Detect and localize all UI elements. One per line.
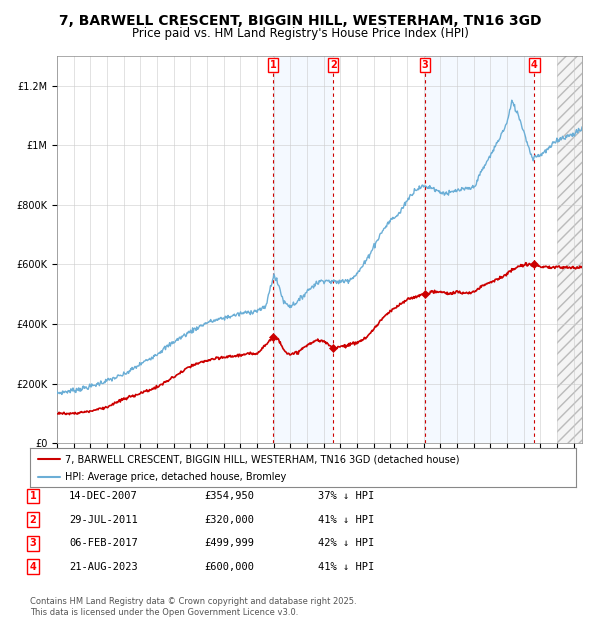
Text: 7, BARWELL CRESCENT, BIGGIN HILL, WESTERHAM, TN16 3GD: 7, BARWELL CRESCENT, BIGGIN HILL, WESTER… — [59, 14, 541, 28]
Bar — [425, 56, 535, 443]
Text: 2: 2 — [29, 515, 37, 525]
Text: Price paid vs. HM Land Registry's House Price Index (HPI): Price paid vs. HM Land Registry's House … — [131, 27, 469, 40]
Text: 1: 1 — [269, 60, 276, 70]
Text: 29-JUL-2011: 29-JUL-2011 — [69, 515, 138, 525]
Text: £354,950: £354,950 — [204, 491, 254, 501]
Text: 14-DEC-2007: 14-DEC-2007 — [69, 491, 138, 501]
Text: 7, BARWELL CRESCENT, BIGGIN HILL, WESTERHAM, TN16 3GD (detached house): 7, BARWELL CRESCENT, BIGGIN HILL, WESTER… — [65, 454, 460, 464]
Text: 06-FEB-2017: 06-FEB-2017 — [69, 538, 138, 548]
Bar — [557, 56, 582, 443]
Text: 3: 3 — [422, 60, 428, 70]
Text: 1: 1 — [29, 491, 37, 501]
Text: 37% ↓ HPI: 37% ↓ HPI — [318, 491, 374, 501]
Text: Contains HM Land Registry data © Crown copyright and database right 2025.
This d: Contains HM Land Registry data © Crown c… — [30, 598, 356, 617]
Text: £600,000: £600,000 — [204, 562, 254, 572]
Text: 41% ↓ HPI: 41% ↓ HPI — [318, 515, 374, 525]
Text: £499,999: £499,999 — [204, 538, 254, 548]
Text: HPI: Average price, detached house, Bromley: HPI: Average price, detached house, Brom… — [65, 472, 287, 482]
Bar — [273, 56, 333, 443]
Bar — [557, 56, 582, 443]
Text: 4: 4 — [29, 562, 37, 572]
Text: 3: 3 — [29, 538, 37, 548]
Text: 41% ↓ HPI: 41% ↓ HPI — [318, 562, 374, 572]
Text: 4: 4 — [531, 60, 538, 70]
Text: £320,000: £320,000 — [204, 515, 254, 525]
Text: 21-AUG-2023: 21-AUG-2023 — [69, 562, 138, 572]
Text: 2: 2 — [330, 60, 337, 70]
Text: 42% ↓ HPI: 42% ↓ HPI — [318, 538, 374, 548]
